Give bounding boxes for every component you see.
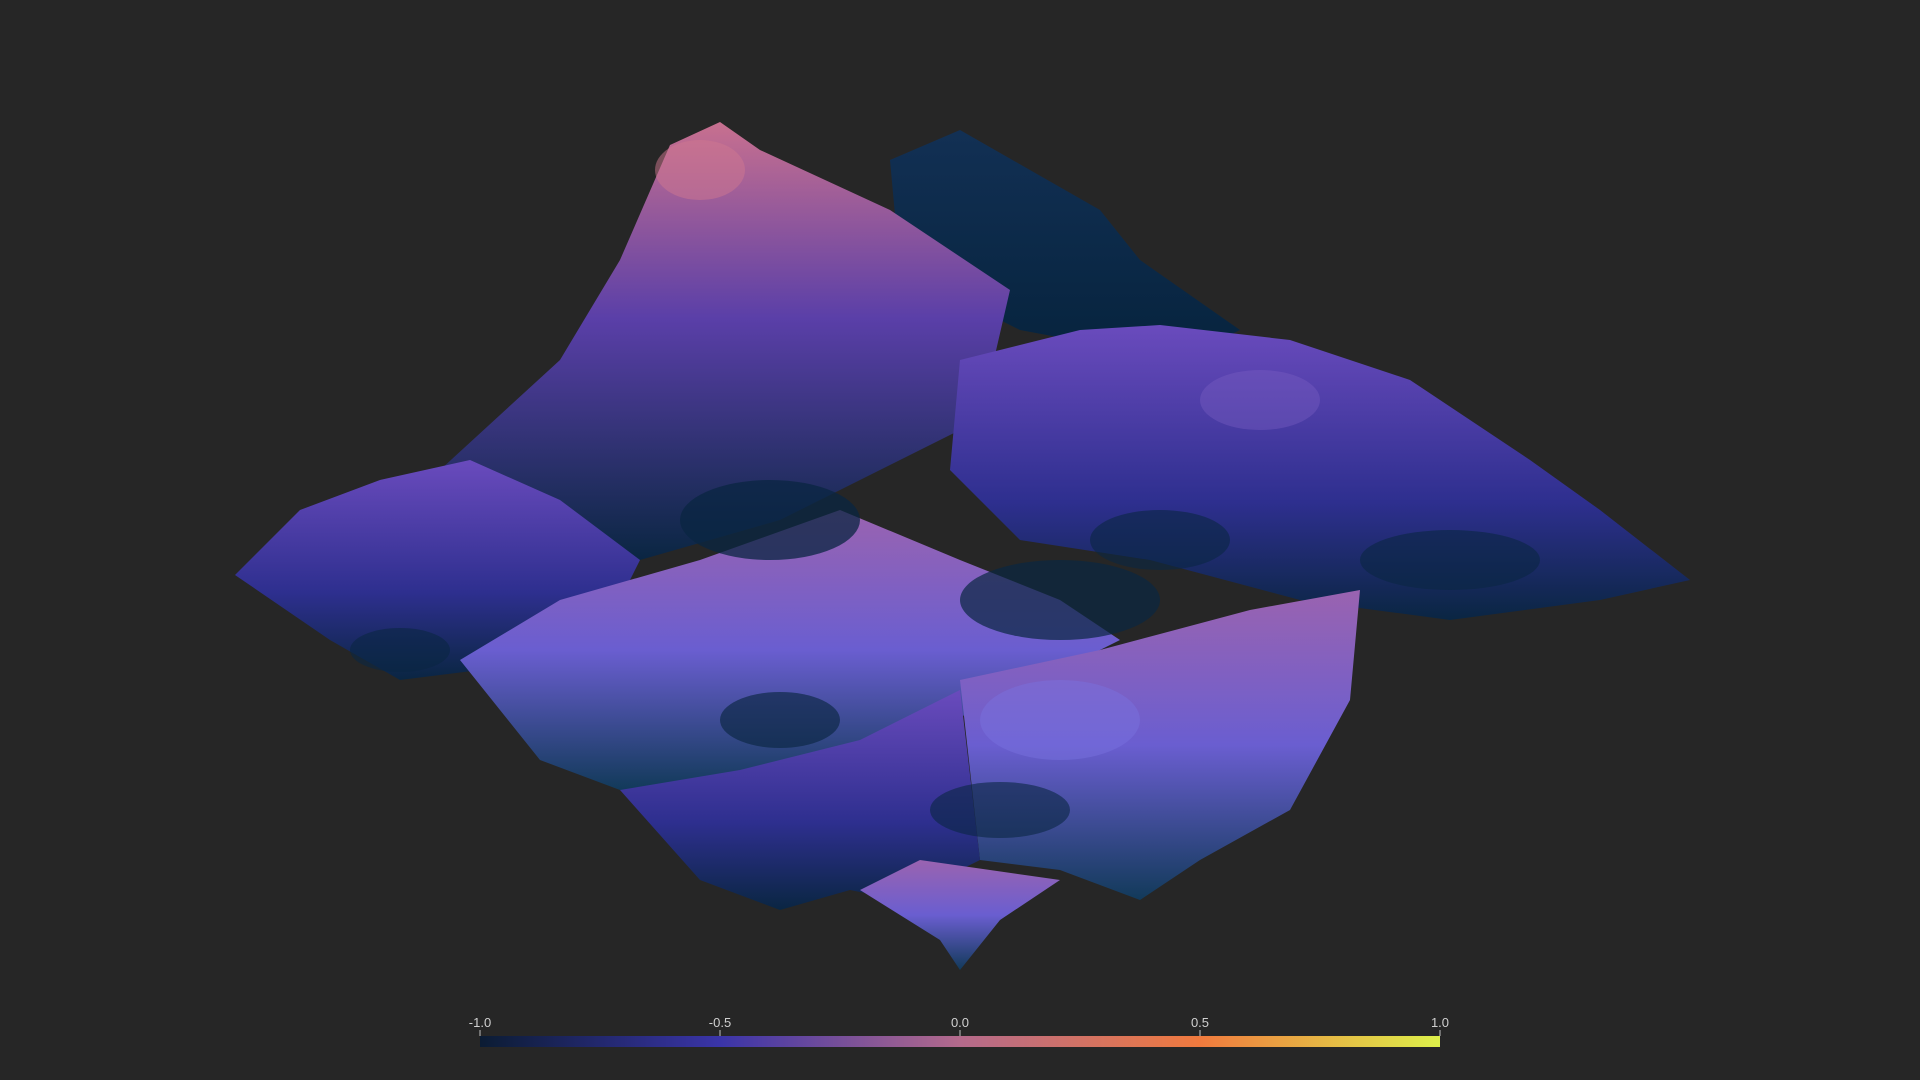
- colorbar-tick-label: -0.5: [709, 1015, 731, 1030]
- surface-main-peak: [440, 122, 1010, 560]
- surface-plot: [235, 122, 1690, 970]
- surface-middle-band: [460, 510, 1120, 790]
- surface-valley-1: [680, 480, 860, 560]
- surface-highlight-2: [655, 140, 745, 200]
- surface-valley-4: [720, 692, 840, 748]
- surface-valley-5: [930, 782, 1070, 838]
- surface-valley-7: [350, 628, 450, 672]
- colorbar-tick-label: -1.0: [469, 1015, 491, 1030]
- colorbar-tick-label: 0.0: [951, 1015, 969, 1030]
- colorbar-gradient-bar: [480, 1036, 1440, 1047]
- surface-front-left: [620, 690, 980, 910]
- surface-valley-6: [1360, 530, 1540, 590]
- colorbar-ticks: -1.0 -0.5 0.0 0.5 1.0: [469, 1015, 1449, 1036]
- surface-valley-3: [1090, 510, 1230, 570]
- colorbar-tick-label: 0.5: [1191, 1015, 1209, 1030]
- surface-highlight-1: [980, 680, 1140, 760]
- surface-valley-2: [960, 560, 1160, 640]
- colorbar-tick-label: 1.0: [1431, 1015, 1449, 1030]
- surface-bottom-spike: [860, 860, 1060, 970]
- surface-highlight-3: [1200, 370, 1320, 430]
